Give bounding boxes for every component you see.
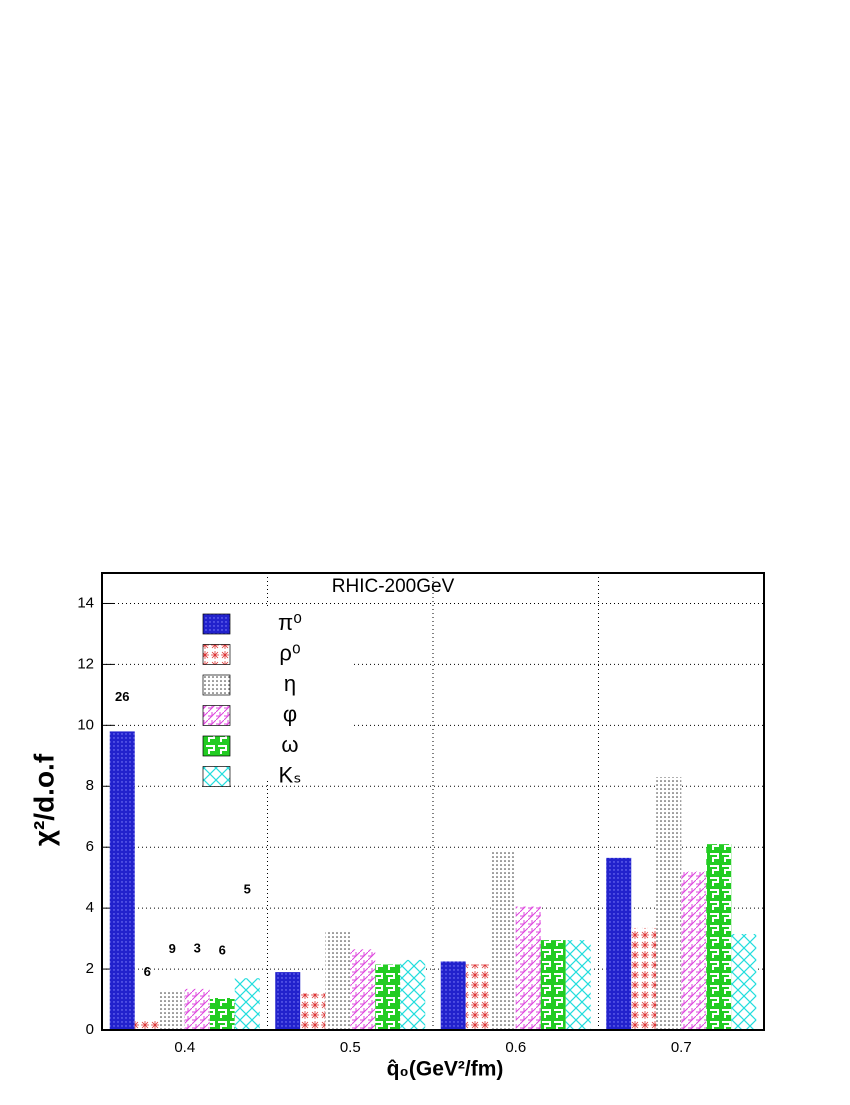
bar bbox=[209, 998, 235, 1030]
legend-label: π⁰ bbox=[278, 610, 302, 635]
legend-label: ω bbox=[281, 732, 298, 757]
x-tick-label: 0.7 bbox=[671, 1039, 692, 1056]
legend-label: η bbox=[284, 671, 296, 696]
bar bbox=[159, 990, 185, 1030]
annotation: 6 bbox=[144, 964, 151, 979]
x-tick-label: 0.5 bbox=[340, 1039, 361, 1056]
y-tick-label: 10 bbox=[77, 716, 94, 733]
y-tick-label: 0 bbox=[86, 1021, 94, 1038]
bar bbox=[490, 851, 516, 1030]
y-tick-label: 14 bbox=[77, 594, 94, 611]
bar bbox=[540, 940, 566, 1030]
legend-label: ρ⁰ bbox=[279, 640, 301, 665]
annotation: 9 bbox=[169, 941, 176, 956]
bar bbox=[681, 871, 707, 1030]
bar bbox=[731, 934, 757, 1030]
bar bbox=[275, 972, 301, 1030]
bar bbox=[656, 777, 682, 1030]
bar bbox=[134, 1019, 160, 1030]
annotation: 26 bbox=[115, 689, 129, 704]
bar bbox=[375, 964, 401, 1030]
y-axis-label: χ²/d.o.f bbox=[28, 753, 59, 846]
legend-swatch bbox=[202, 644, 231, 665]
chart-title: RHIC-200GeV bbox=[332, 576, 455, 597]
legend-swatch bbox=[202, 613, 231, 635]
legend-swatch bbox=[202, 766, 231, 787]
x-tick-label: 0.6 bbox=[505, 1039, 526, 1056]
bar bbox=[325, 930, 351, 1030]
legend-swatch bbox=[202, 674, 231, 696]
bar bbox=[109, 731, 135, 1030]
annotation: 6 bbox=[219, 942, 226, 957]
bar bbox=[706, 844, 732, 1030]
annotation: 3 bbox=[194, 940, 201, 955]
bar bbox=[300, 993, 326, 1030]
bar bbox=[606, 857, 632, 1030]
plot-frame bbox=[101, 572, 765, 1031]
annotation: 5 bbox=[244, 882, 251, 897]
legend-label: φ bbox=[283, 701, 297, 726]
bar bbox=[400, 959, 426, 1030]
bar bbox=[631, 927, 657, 1030]
legend-swatch bbox=[202, 735, 231, 757]
y-tick-label: 8 bbox=[86, 777, 94, 794]
bar bbox=[465, 964, 491, 1030]
bar bbox=[440, 961, 466, 1030]
legend-swatch bbox=[202, 705, 231, 726]
x-tick-label: 0.4 bbox=[174, 1039, 195, 1056]
x-axis-label: q̂₀(GeV²/fm) bbox=[387, 1058, 504, 1081]
legend-label: Kₛ bbox=[279, 762, 302, 787]
y-tick-label: 12 bbox=[77, 655, 94, 672]
bar bbox=[184, 988, 210, 1030]
y-tick-label: 4 bbox=[86, 899, 94, 916]
y-tick-label: 6 bbox=[86, 838, 94, 855]
bar bbox=[234, 978, 260, 1030]
bar bbox=[515, 906, 541, 1030]
bar bbox=[350, 949, 376, 1030]
bar bbox=[565, 940, 591, 1030]
y-tick-label: 2 bbox=[86, 960, 94, 977]
